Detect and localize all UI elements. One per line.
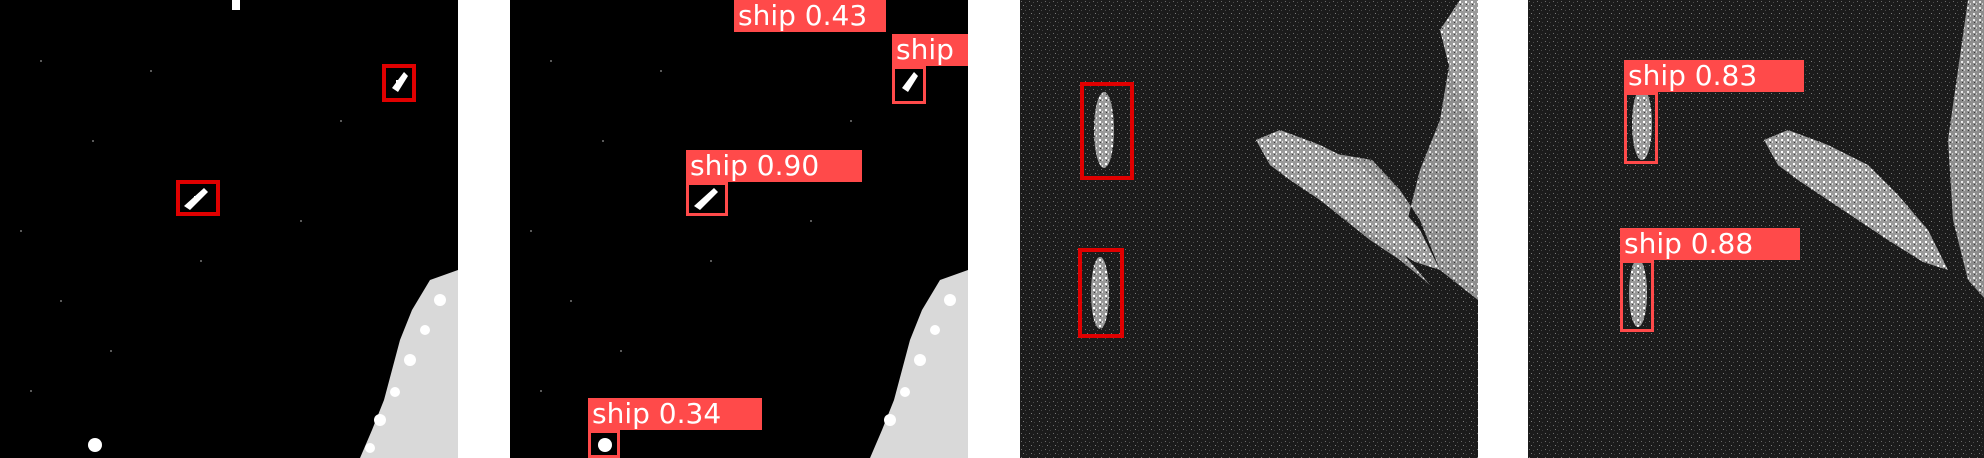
detection-box (686, 182, 728, 216)
sar-speckle-image (1020, 0, 1478, 458)
ground-truth-box (1080, 82, 1134, 180)
image-panel-3-ground-truth (1020, 0, 1478, 458)
ground-truth-box (1078, 248, 1124, 338)
detection-box (1624, 92, 1658, 164)
detection-label: ship 0.83 (1624, 60, 1804, 92)
image-panel-1-ground-truth (0, 0, 458, 458)
detection-box (892, 66, 926, 104)
detection-label: ship (892, 34, 968, 66)
image-panel-2-detections: ship 0.43 ship ship 0.90 ship 0.34 (510, 0, 968, 458)
detection-box (1620, 260, 1654, 332)
detection-label: ship 0.43 (734, 0, 886, 32)
detection-box (588, 430, 620, 458)
ground-truth-box (176, 180, 220, 216)
image-panel-4-detections: ship 0.83 ship 0.88 (1528, 0, 1984, 458)
detection-label: ship 0.90 (686, 150, 862, 182)
detection-label: ship 0.34 (588, 398, 762, 430)
ground-truth-box (382, 64, 416, 102)
detection-label: ship 0.88 (1620, 228, 1800, 260)
